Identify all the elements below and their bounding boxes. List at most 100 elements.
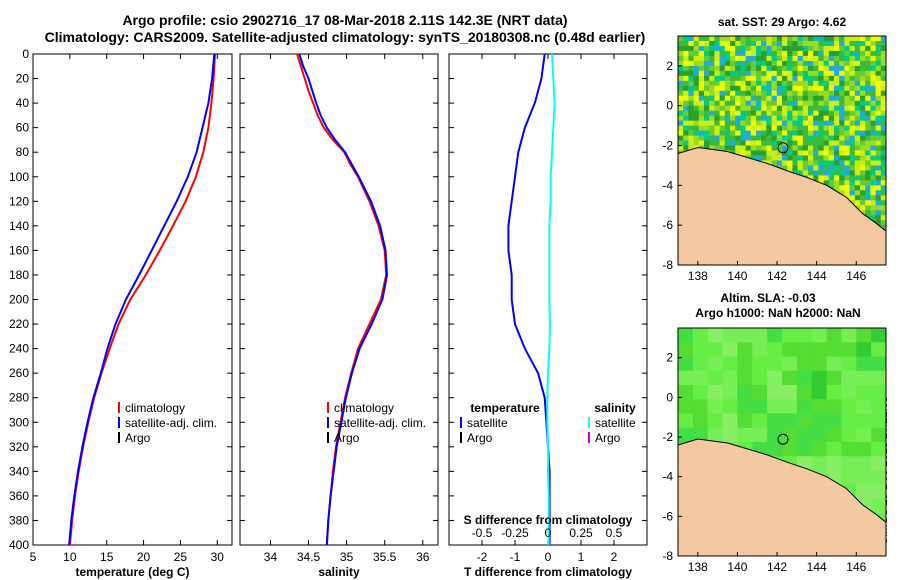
sst_map-cell bbox=[818, 160, 825, 166]
sst_map-cell bbox=[683, 110, 689, 117]
sst_map-cell bbox=[849, 60, 856, 67]
sst_map-cell bbox=[834, 40, 840, 47]
sst_map-cell bbox=[704, 50, 710, 57]
sst_map-cell bbox=[875, 110, 882, 117]
sla_map-cell bbox=[826, 356, 842, 372]
sst_map-cell bbox=[714, 75, 721, 82]
sst_map-cell bbox=[870, 165, 877, 171]
sst_map-cell bbox=[797, 155, 804, 161]
sst_map-cell bbox=[854, 135, 861, 142]
sst_map-cell bbox=[782, 45, 788, 52]
sst_map-cell bbox=[678, 140, 684, 147]
sst_map-cell bbox=[880, 225, 887, 231]
sst_map-cell bbox=[860, 155, 866, 161]
sst_map-cell bbox=[678, 105, 684, 112]
sst_map-cell bbox=[797, 170, 804, 176]
sst_map-cell bbox=[782, 75, 788, 82]
temperature-series-1 bbox=[68, 53, 216, 546]
sst_map-cell bbox=[844, 125, 851, 132]
sst_map-cell bbox=[745, 145, 752, 151]
sst_map-cell bbox=[808, 175, 814, 181]
sst_map-cell bbox=[766, 140, 773, 147]
sst_map-cell bbox=[875, 36, 882, 42]
sst_map-cell bbox=[724, 125, 731, 132]
sst_map-cell bbox=[714, 105, 721, 112]
sst_map-cell bbox=[813, 145, 819, 151]
sst_map-cell bbox=[802, 160, 809, 166]
sst_map-cell bbox=[865, 50, 871, 57]
sst_map-cell bbox=[766, 50, 773, 57]
sst_map-cell bbox=[688, 135, 695, 142]
sla_map-cell bbox=[841, 328, 857, 343]
sst_map-cell bbox=[719, 60, 726, 67]
sst_map-cell bbox=[709, 115, 715, 122]
sst_map-cell bbox=[818, 150, 825, 156]
sst_map-cell bbox=[870, 100, 877, 107]
sst_map-cell bbox=[740, 55, 747, 62]
sst_map-cell bbox=[745, 140, 752, 147]
sst_map-cell bbox=[797, 50, 804, 57]
sst_map-cell bbox=[745, 100, 752, 107]
sst_map-cell bbox=[834, 140, 840, 147]
temperature-ytick-label: 40 bbox=[16, 96, 30, 110]
sst_map-cell bbox=[860, 40, 866, 47]
sst_map-cell bbox=[724, 100, 731, 107]
sst_map-cell bbox=[678, 145, 684, 151]
sst_map-cell bbox=[740, 105, 747, 112]
sst_map-cell bbox=[776, 135, 783, 142]
sst_map-cell bbox=[787, 70, 793, 77]
sst_map-cell bbox=[880, 150, 887, 156]
sst_map-cell bbox=[797, 160, 804, 166]
sst_map-cell bbox=[834, 130, 840, 137]
sst_map-cell bbox=[854, 105, 861, 112]
sst_map-cell bbox=[714, 100, 721, 107]
sst_map-cell bbox=[756, 150, 762, 156]
sst_map-cell bbox=[849, 155, 856, 161]
sst_map-cell bbox=[756, 145, 762, 151]
sst_map-cell bbox=[730, 90, 736, 97]
sst_map-cell bbox=[714, 90, 721, 97]
sst_map-cell bbox=[865, 90, 871, 97]
sst_map-cell bbox=[818, 70, 825, 77]
sst_map-cell bbox=[683, 50, 689, 57]
sst_map-cell bbox=[860, 65, 866, 72]
sst_map-cell bbox=[740, 70, 747, 77]
salinity-axes-box bbox=[239, 53, 439, 546]
sst_map-cell bbox=[823, 115, 830, 122]
sst_map-cell bbox=[776, 160, 783, 166]
temperature-legend-label-2: Argo bbox=[125, 431, 151, 445]
sst_map-cell bbox=[818, 145, 825, 151]
difference-xlabel-top: S difference from climatology bbox=[464, 513, 633, 527]
sst_map-cell bbox=[771, 40, 778, 47]
sst_map-cell bbox=[678, 65, 684, 72]
sst_map-cell bbox=[740, 60, 747, 67]
sla_map-cell bbox=[707, 328, 724, 343]
sla_map-cell bbox=[826, 456, 842, 471]
sst_map-cell bbox=[839, 40, 845, 47]
sla_map-cell bbox=[678, 356, 694, 372]
sst_map-cell bbox=[823, 85, 830, 92]
sst_map-cell bbox=[771, 80, 778, 87]
sst_map-cell bbox=[714, 65, 721, 72]
sst_map-cell bbox=[860, 85, 866, 92]
sst_map-cell bbox=[823, 55, 830, 62]
sst_map-cell bbox=[761, 120, 767, 127]
sst_map-cell bbox=[865, 155, 871, 161]
sst_map-cell bbox=[880, 145, 887, 151]
sst_map-ytick-label: -6 bbox=[662, 218, 673, 232]
sst_map-cell bbox=[865, 190, 871, 196]
sst_map-cell bbox=[730, 130, 736, 137]
sla_map-cell bbox=[767, 413, 783, 429]
sst_map-cell bbox=[880, 95, 887, 102]
sst_map-cell bbox=[678, 80, 684, 87]
sst_map-cell bbox=[860, 70, 866, 77]
sst_map-cell bbox=[766, 160, 773, 166]
sst_map-cell bbox=[875, 155, 882, 161]
sst_map-ytick-label: -8 bbox=[662, 258, 673, 272]
sla_map-cell bbox=[767, 427, 783, 443]
sst_map-cell bbox=[745, 50, 752, 57]
sst_map-cell bbox=[761, 55, 767, 62]
sst_map-cell bbox=[818, 100, 825, 107]
sst_map-cell bbox=[818, 50, 825, 57]
sst_map-cell bbox=[709, 60, 715, 67]
